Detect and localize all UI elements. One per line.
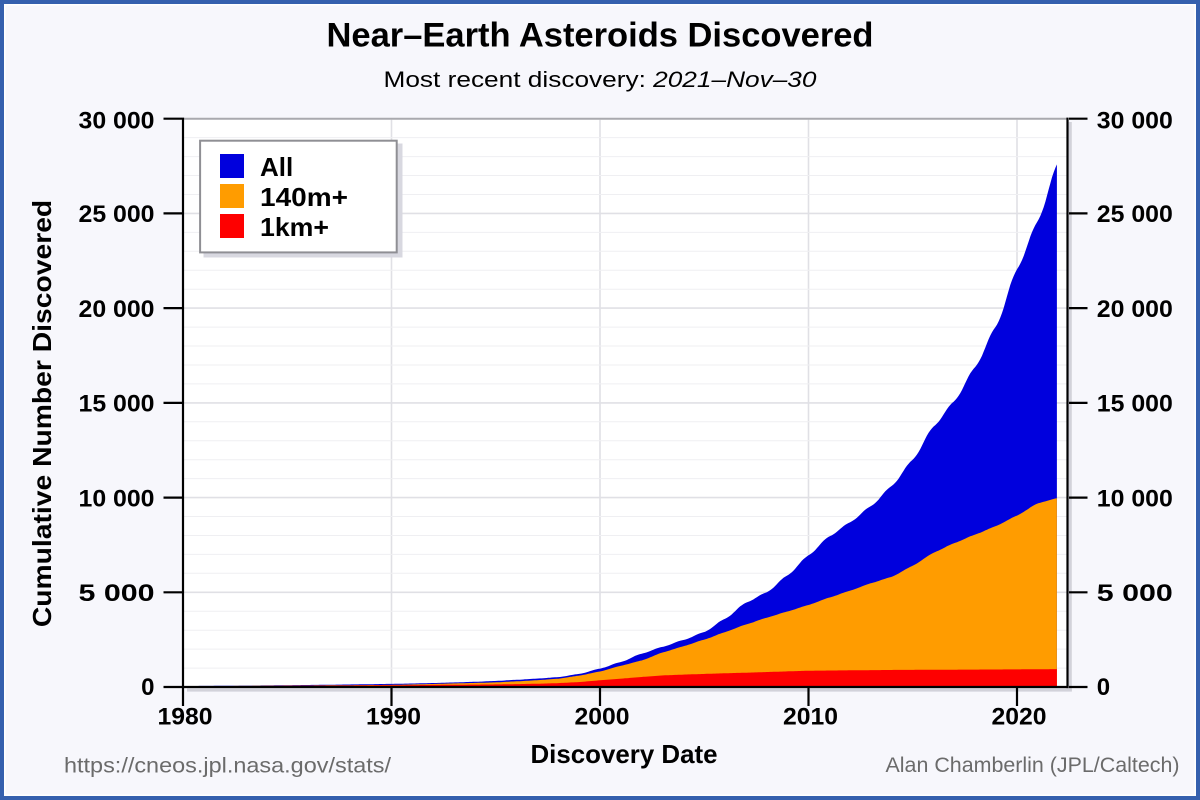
svg-text:15 000: 15 000 (1097, 391, 1173, 418)
svg-text:0: 0 (141, 674, 154, 701)
svg-text:https://cneos.jpl.nasa.gov/sta: https://cneos.jpl.nasa.gov/stats/ (64, 753, 391, 777)
svg-text:10 000: 10 000 (79, 485, 155, 512)
svg-text:Most recent discovery: 2021–No: Most recent discovery: 2021–Nov–30 (384, 67, 818, 92)
svg-text:140m+: 140m+ (260, 182, 348, 212)
svg-text:25 000: 25 000 (79, 201, 155, 228)
svg-text:10 000: 10 000 (1097, 485, 1173, 512)
svg-text:5 000: 5 000 (79, 580, 155, 607)
svg-text:Cumulative Number Discovered: Cumulative Number Discovered (27, 200, 57, 627)
svg-text:20 000: 20 000 (79, 296, 155, 323)
svg-text:1980: 1980 (158, 704, 213, 731)
svg-text:2020: 2020 (992, 704, 1047, 731)
svg-text:30 000: 30 000 (1097, 108, 1173, 135)
svg-text:All: All (260, 152, 293, 182)
svg-text:1km+: 1km+ (260, 212, 329, 242)
svg-text:Alan Chamberlin (JPL/Caltech): Alan Chamberlin (JPL/Caltech) (886, 753, 1180, 777)
svg-text:Near–Earth Asteroids Discovere: Near–Earth Asteroids Discovered (327, 16, 874, 54)
svg-text:20 000: 20 000 (1097, 296, 1173, 323)
svg-text:2010: 2010 (783, 704, 838, 731)
svg-text:1990: 1990 (366, 704, 421, 731)
svg-text:0: 0 (1097, 674, 1110, 701)
svg-text:15 000: 15 000 (79, 391, 155, 418)
svg-text:Discovery Date: Discovery Date (531, 739, 718, 769)
svg-text:2000: 2000 (575, 704, 630, 731)
svg-text:5 000: 5 000 (1097, 580, 1173, 607)
svg-text:25 000: 25 000 (1097, 201, 1173, 228)
svg-text:30 000: 30 000 (79, 108, 155, 135)
